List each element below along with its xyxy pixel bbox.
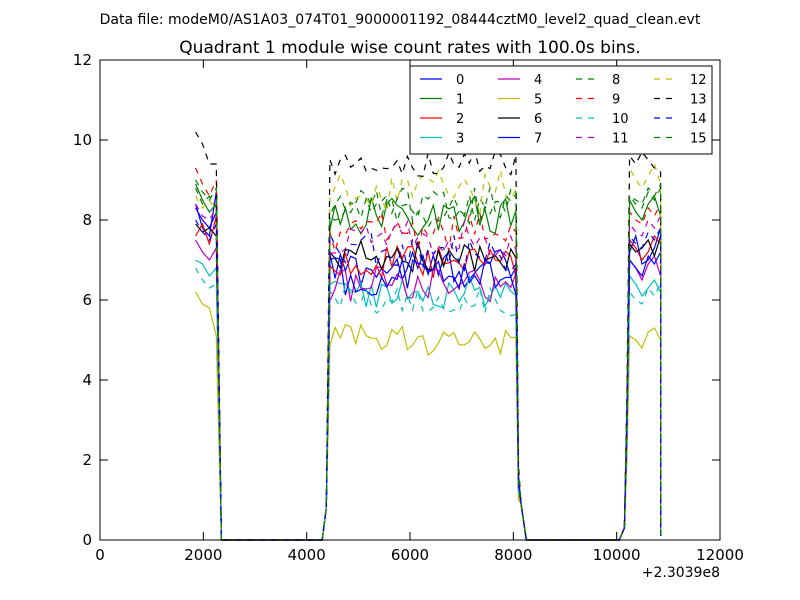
series-line-8 bbox=[195, 187, 662, 541]
series-line-9 bbox=[195, 167, 662, 541]
legend-label-8: 8 bbox=[612, 73, 620, 88]
legend-label-14: 14 bbox=[690, 112, 707, 127]
figure-suptitle: Data file: modeM0/AS1A03_074T01_90000011… bbox=[100, 12, 701, 28]
series-line-4 bbox=[195, 239, 662, 541]
series-line-0 bbox=[195, 191, 662, 541]
series-line-3 bbox=[195, 259, 662, 541]
x-tick-label: 8000 bbox=[494, 546, 532, 564]
legend-label-11: 11 bbox=[612, 132, 629, 147]
x-tick-label: 12000 bbox=[696, 546, 744, 564]
series-line-12 bbox=[195, 162, 662, 541]
y-tick-label: 2 bbox=[82, 451, 92, 469]
legend-frame bbox=[409, 65, 713, 155]
legend-label-0: 0 bbox=[456, 73, 464, 88]
series-line-5 bbox=[195, 291, 662, 541]
y-tick-label: 12 bbox=[73, 51, 92, 69]
y-tick-label: 6 bbox=[82, 291, 92, 309]
series-line-14 bbox=[195, 219, 662, 541]
series-line-10 bbox=[195, 267, 662, 541]
legend-label-5: 5 bbox=[534, 93, 542, 108]
y-tick-label: 0 bbox=[82, 531, 92, 549]
legend-label-3: 3 bbox=[456, 132, 464, 147]
x-tick-label: 6000 bbox=[391, 546, 429, 564]
series-line-13 bbox=[195, 131, 662, 541]
series-line-11 bbox=[195, 203, 662, 541]
legend-label-12: 12 bbox=[690, 73, 707, 88]
chart-title: Quadrant 1 module wise count rates with … bbox=[179, 38, 640, 58]
y-tick-label: 4 bbox=[82, 371, 92, 389]
legend-label-13: 13 bbox=[690, 93, 707, 108]
series-line-1 bbox=[195, 183, 662, 541]
x-tick-label: 0 bbox=[95, 546, 105, 564]
legend-label-10: 10 bbox=[612, 112, 629, 127]
legend-label-15: 15 bbox=[690, 132, 707, 147]
plot-lines bbox=[195, 131, 662, 541]
x-tick-label: 2000 bbox=[184, 546, 222, 564]
series-line-7 bbox=[195, 207, 662, 541]
x-tick-label: 10000 bbox=[593, 546, 641, 564]
series-line-2 bbox=[195, 215, 662, 541]
x-tick-label: 4000 bbox=[288, 546, 326, 564]
legend-label-7: 7 bbox=[534, 132, 542, 147]
legend-label-1: 1 bbox=[456, 93, 464, 108]
y-tick-label: 10 bbox=[73, 131, 92, 149]
legend-label-4: 4 bbox=[534, 73, 542, 88]
series-line-15 bbox=[195, 179, 662, 541]
x-offset-label: +2.3039e8 bbox=[642, 565, 720, 581]
legend-label-9: 9 bbox=[612, 93, 620, 108]
y-tick-label: 8 bbox=[82, 211, 92, 229]
legend-label-2: 2 bbox=[456, 112, 464, 127]
legend-label-6: 6 bbox=[534, 112, 542, 127]
